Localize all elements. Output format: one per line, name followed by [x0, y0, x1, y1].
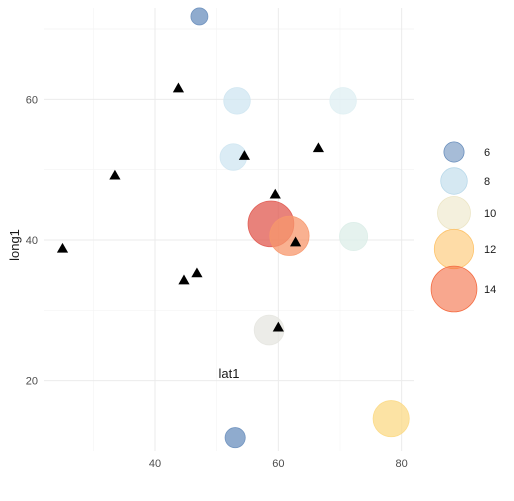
minor-gridlines	[44, 8, 414, 451]
bubble-point	[329, 87, 357, 115]
legend-label: 12	[484, 244, 496, 256]
legend-key-bubble	[440, 167, 468, 195]
legend-label: 8	[484, 176, 490, 188]
legend-key-bubble	[433, 228, 475, 270]
bubble-point	[339, 222, 369, 252]
size-legend: 6 8 10 12 14	[430, 141, 496, 313]
y-tick-label: 20	[26, 376, 38, 388]
legend-label: 14	[484, 284, 496, 296]
y-axis-title: long1	[7, 229, 22, 261]
bubble-point	[190, 7, 209, 26]
legend-key-bubble	[430, 265, 478, 313]
bubble-point	[372, 400, 410, 438]
triangle-point	[109, 169, 121, 180]
legend-label: 6	[484, 147, 490, 159]
y-tick-label: 40	[26, 235, 38, 247]
triangle-point	[269, 188, 281, 199]
legend-label: 10	[484, 208, 496, 220]
bubble-point	[253, 314, 285, 346]
x-axis-title: lat1	[219, 366, 240, 381]
triangle-point	[172, 82, 185, 93]
bubble-point	[224, 427, 246, 449]
triangle-point	[56, 242, 69, 253]
legend-key-bubble	[437, 196, 471, 230]
triangle-point	[238, 150, 251, 160]
y-tick-label: 60	[26, 94, 38, 106]
bubble-point	[223, 87, 251, 115]
x-tick-label: 40	[149, 458, 161, 470]
triangle-point	[272, 321, 284, 332]
triangle-point	[290, 236, 302, 247]
bubble-series	[190, 7, 410, 449]
x-axis-ticks: 40 60 80	[149, 458, 408, 470]
x-tick-label: 60	[272, 458, 284, 470]
legend-key-bubble	[443, 141, 465, 163]
bubble-point	[269, 215, 310, 256]
y-axis-ticks: 20 40 60	[26, 94, 38, 387]
triangle-point	[191, 267, 203, 278]
triangle-point	[178, 274, 190, 285]
triangle-series	[56, 82, 325, 332]
x-tick-label: 80	[396, 458, 408, 470]
triangle-point	[312, 142, 325, 153]
